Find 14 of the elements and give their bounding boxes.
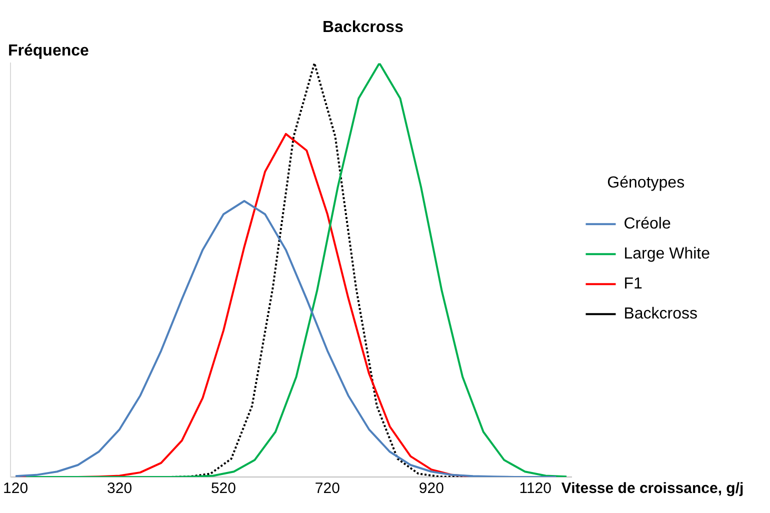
x-tick-label: 120 [3, 480, 28, 498]
legend-label: Backcross [624, 306, 698, 323]
y-axis-title: Fréquence [8, 42, 90, 60]
legend-label: Large White [624, 246, 710, 263]
x-tick-label: 720 [314, 480, 340, 498]
chart-title: Backcross [322, 19, 404, 36]
x-tick-label: 520 [210, 480, 236, 498]
x-tick-label: 920 [418, 480, 444, 498]
legend-label: F1 [624, 276, 643, 293]
legend-label: Créole [624, 216, 671, 233]
x-tick-label: 320 [107, 480, 132, 498]
legend-title: Génotypes [607, 174, 685, 192]
x-axis-title: Vitesse de croissance, g/j [561, 480, 744, 498]
x-tick-label: 1120 [519, 480, 552, 498]
